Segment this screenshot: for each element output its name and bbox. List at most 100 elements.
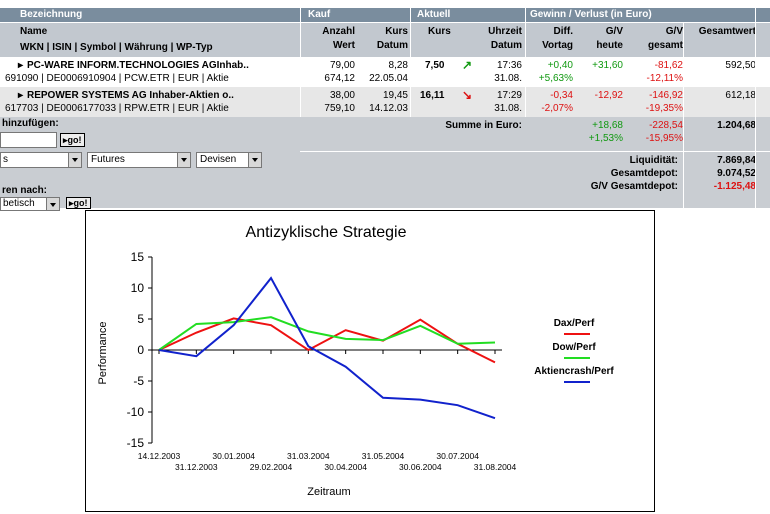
diff-value: +0,40: [547, 60, 573, 71]
performance-chart: Antizyklische Strategie Performance Zeit…: [85, 210, 655, 512]
chevron-down-icon: [68, 153, 81, 167]
uhrzeit-value: 17:36: [496, 60, 522, 71]
x-tick-label: 30.01.2004: [212, 451, 255, 461]
sort-select[interactable]: betisch: [0, 197, 60, 211]
header-row-groups: Bezeichnung Kauf Aktuell Gewinn / Verlus…: [0, 8, 770, 22]
gv-heute-value: +31,60: [592, 60, 623, 71]
header-datum-kauf: Datum: [376, 40, 408, 51]
x-tick-label: 31.05.2004: [362, 451, 405, 461]
sum-gv-heute-pct: +1,53%: [588, 133, 623, 144]
chart-legend: Dax/Perf Dow/Perf Aktiencrash/Perf: [534, 318, 614, 383]
x-tick-label: 30.07.2004: [436, 451, 479, 461]
summe-label: Summe in Euro:: [445, 120, 522, 131]
trend-down-icon: ↘: [462, 88, 473, 102]
chevron-down-icon: [177, 153, 190, 167]
devisen-select[interactable]: Devisen: [196, 152, 262, 168]
table-row[interactable]: ▸ REPOWER SYSTEMS AG Inhaber-Aktien o.. …: [0, 87, 770, 117]
expand-arrow-icon[interactable]: ▸: [18, 60, 24, 71]
sum-gv-gesamt: -228,54: [649, 120, 683, 131]
add-label: hinzufügen:: [2, 118, 59, 129]
col-sep: [525, 8, 526, 117]
type-select[interactable]: s: [0, 152, 82, 168]
gv-depot-label: G/V Gesamtdepot:: [590, 181, 678, 192]
sort-go-button[interactable]: ▸go!: [66, 197, 91, 209]
header-kurs-aktuell: Kurs: [428, 26, 451, 37]
header-aktuell: Aktuell: [417, 9, 451, 20]
divider: [300, 151, 770, 152]
uhrzeit-value: 17:29: [496, 90, 522, 101]
gesamtwert-value: 612,18: [725, 90, 756, 101]
series-line: [158, 316, 496, 351]
header-wert: Wert: [332, 40, 355, 51]
header-bezeichnung: Bezeichnung: [20, 9, 83, 20]
table-row[interactable]: ▸ PC-WARE INFORM.TECHNOLOGIES AGInhab.. …: [0, 57, 770, 87]
x-tick-label: 30.04.2004: [324, 462, 367, 472]
stock-name[interactable]: PC-WARE INFORM.TECHNOLOGIES AGInhab..: [27, 60, 249, 71]
summary-area: hinzufügen: ▸go! s Futures Devisen ren n…: [0, 117, 770, 211]
gv-depot-value: -1.125,48: [713, 181, 756, 192]
gv-heute-value: -12,92: [594, 90, 623, 101]
datum-kauf-value: 22.05.04: [369, 73, 408, 84]
x-axis-label: Zeitraum: [307, 486, 350, 498]
legend-label: Aktiencrash/Perf: [534, 366, 614, 377]
diff-pct-value: -2,07%: [541, 103, 573, 114]
gv-gesamt-pct-value: -19,35%: [645, 103, 683, 114]
sum-gv-gesamt-pct: -15,95%: [645, 133, 683, 144]
y-tick-label: 10: [131, 281, 145, 295]
arrow-right-icon: ▸: [69, 198, 74, 208]
header-heute: heute: [596, 40, 623, 51]
stock-name[interactable]: REPOWER SYSTEMS AG Inhaber-Aktien o..: [27, 90, 234, 101]
y-tick-label: -5: [133, 374, 144, 388]
liquiditaet-value: 7.869,84: [717, 155, 756, 166]
gesamtdepot-value: 9.074,52: [717, 168, 756, 179]
header-diff: Diff.: [553, 26, 573, 37]
kurs-value: 7,50: [425, 60, 445, 71]
series-line: [158, 317, 496, 364]
x-tick-label: 31.12.2003: [175, 462, 218, 472]
header-gv-heute: G/V: [605, 26, 623, 37]
header-kauf: Kauf: [308, 9, 331, 20]
header-datum-aktuell: Datum: [490, 40, 522, 51]
col-sep: [300, 8, 301, 117]
y-axis-label: Performance: [97, 322, 109, 385]
header-gesamt: gesamt: [647, 40, 683, 51]
liquiditaet-label: Liquidität:: [629, 155, 678, 166]
gv-gesamt-value: -146,92: [649, 90, 683, 101]
header-name: Name: [20, 26, 48, 37]
legend-label: Dax/Perf: [554, 318, 595, 329]
futures-select[interactable]: Futures: [87, 152, 191, 168]
add-input[interactable]: [0, 132, 57, 148]
datum-kauf-value: 14.12.03: [369, 103, 408, 114]
header-wkn: WKN | ISIN | Symbol | Währung | WP-Typ: [20, 42, 213, 53]
x-tick-label: 31.03.2004: [287, 451, 330, 461]
type-select-value: s: [3, 154, 8, 165]
x-tick-label: 31.08.2004: [474, 462, 517, 472]
expand-arrow-icon[interactable]: ▸: [18, 90, 24, 101]
y-tick-label: -10: [127, 405, 145, 419]
sort-select-value: betisch: [3, 198, 35, 209]
anzahl-value: 38,00: [329, 90, 355, 101]
diff-value: -0,34: [550, 90, 573, 101]
chart-title: Antizyklische Strategie: [246, 224, 407, 241]
header-anzahl: Anzahl: [322, 26, 355, 37]
add-panel: hinzufügen: ▸go! s Futures Devisen ren n…: [0, 117, 300, 211]
y-tick-label: 5: [137, 312, 144, 326]
kurs-value: 16,11: [420, 90, 445, 101]
gesamtdepot-label: Gesamtdepot:: [610, 168, 678, 179]
header-gesamtwert: Gesamtwert: [698, 26, 756, 37]
diff-pct-value: +5,63%: [538, 73, 573, 84]
header-vortag: Vortag: [542, 40, 573, 51]
portfolio-table: Bezeichnung Kauf Aktuell Gewinn / Verlus…: [0, 0, 770, 211]
y-tick-label: -15: [127, 436, 145, 450]
gesamtwert-value: 592,50: [725, 60, 756, 71]
x-tick-label: 14.12.2003: [138, 451, 181, 461]
go-button[interactable]: ▸go!: [60, 133, 85, 147]
chart-axes: 15 10 5 0 -5 -10 -1514.12.200331.12.200330.01.…: [127, 250, 517, 472]
sum-gesamtwert: 1.204,68: [717, 120, 756, 131]
legend-label: Dow/Perf: [552, 342, 596, 353]
wert-value: 674,12: [324, 73, 355, 84]
anzahl-value: 79,00: [329, 60, 355, 71]
sum-gv-heute: +18,68: [592, 120, 623, 131]
header-gv-gesamt: G/V: [665, 26, 683, 37]
chart-series: [158, 276, 496, 420]
